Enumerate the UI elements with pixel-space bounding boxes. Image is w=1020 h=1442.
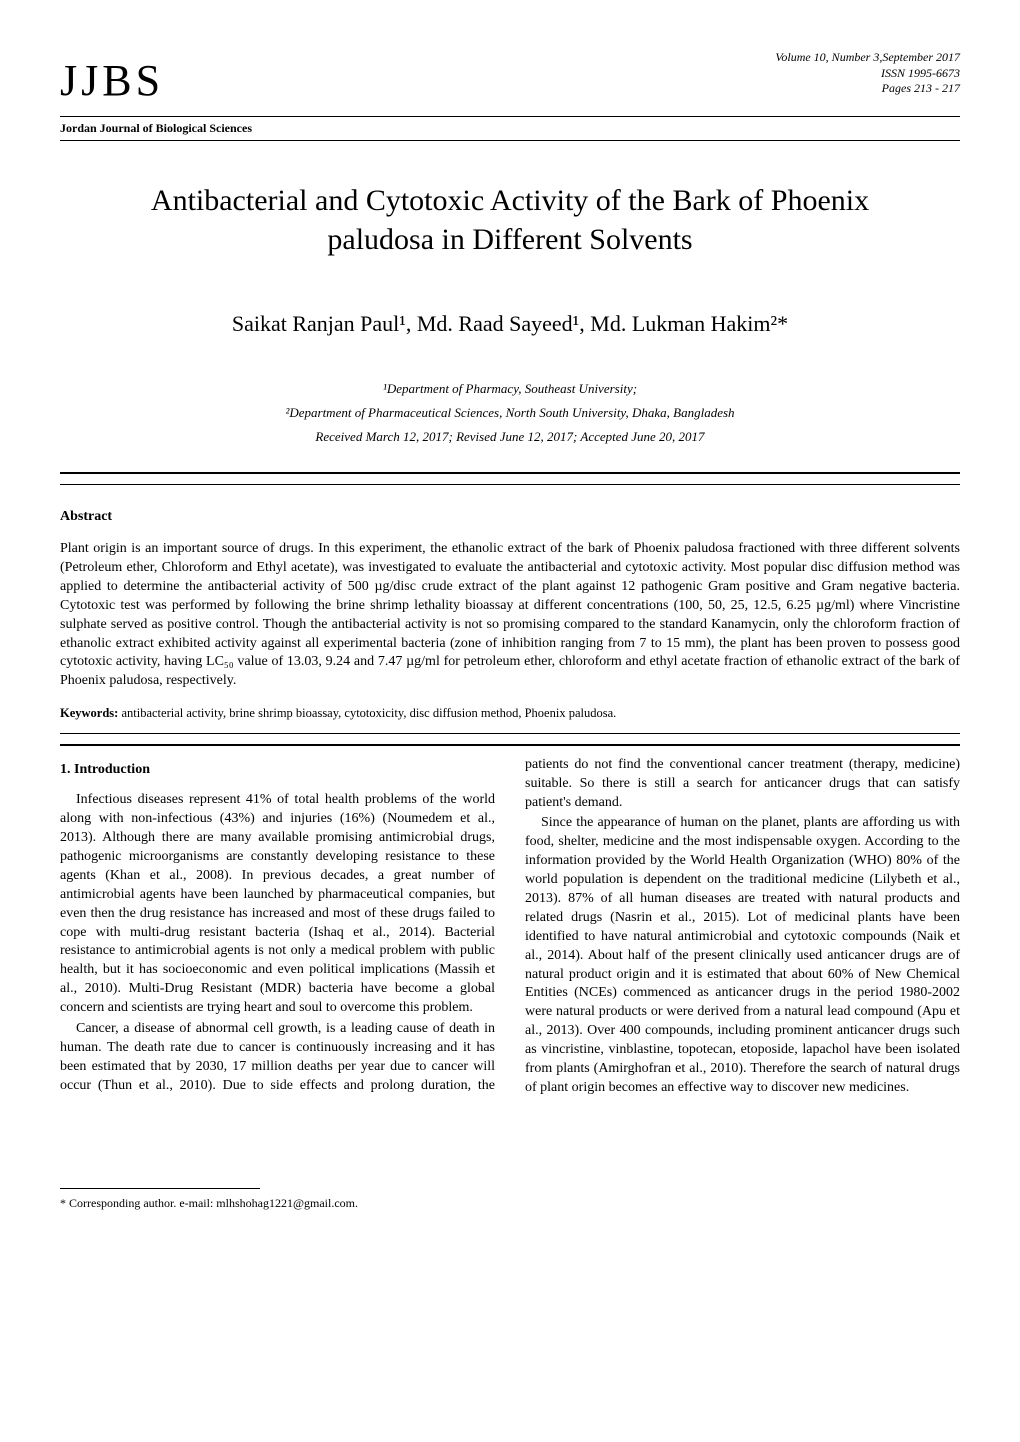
pages-line: Pages 213 - 217 (775, 81, 960, 97)
journal-logo: JJBS (60, 50, 164, 112)
masthead: JJBS Volume 10, Number 3,September 2017 … (60, 50, 960, 112)
paragraph: Since the appearance of human on the pla… (525, 814, 960, 1097)
affiliation-1: ¹Department of Pharmacy, Southeast Unive… (60, 380, 960, 398)
keywords-text: antibacterial activity, brine shrimp bio… (118, 706, 616, 720)
divider-thick (60, 744, 960, 746)
volume-info: Volume 10, Number 3,September 2017 ISSN … (775, 50, 960, 97)
paragraph: Infectious diseases represent 41% of tot… (60, 791, 495, 1018)
corresponding-author-footnote: * Corresponding author. e-mail: mlhshoha… (60, 1195, 960, 1212)
affiliation-2: ²Department of Pharmaceutical Sciences, … (60, 404, 960, 422)
abstract-heading: Abstract (60, 507, 960, 527)
journal-name: Jordan Journal of Biological Sciences (60, 121, 252, 135)
issn-line: ISSN 1995-6673 (775, 66, 960, 82)
keywords-label: Keywords: (60, 706, 118, 720)
body-columns: 1. Introduction Infectious diseases repr… (60, 756, 960, 1098)
footnote-separator (60, 1188, 260, 1189)
abstract-text: Plant origin is an important source of d… (60, 540, 960, 691)
authors: Saikat Ranjan Paul¹, Md. Raad Sayeed¹, M… (60, 309, 960, 340)
article-dates: Received March 12, 2017; Revised June 12… (60, 428, 960, 446)
keywords: Keywords: antibacterial activity, brine … (60, 705, 960, 723)
article-title: Antibacterial and Cytotoxic Activity of … (100, 181, 920, 259)
divider-thin (60, 733, 960, 734)
section-heading-intro: 1. Introduction (60, 760, 495, 780)
divider-thin (60, 484, 960, 485)
divider-thick (60, 472, 960, 474)
journal-name-bar: Jordan Journal of Biological Sciences (60, 116, 960, 142)
volume-line: Volume 10, Number 3,September 2017 (775, 50, 960, 66)
